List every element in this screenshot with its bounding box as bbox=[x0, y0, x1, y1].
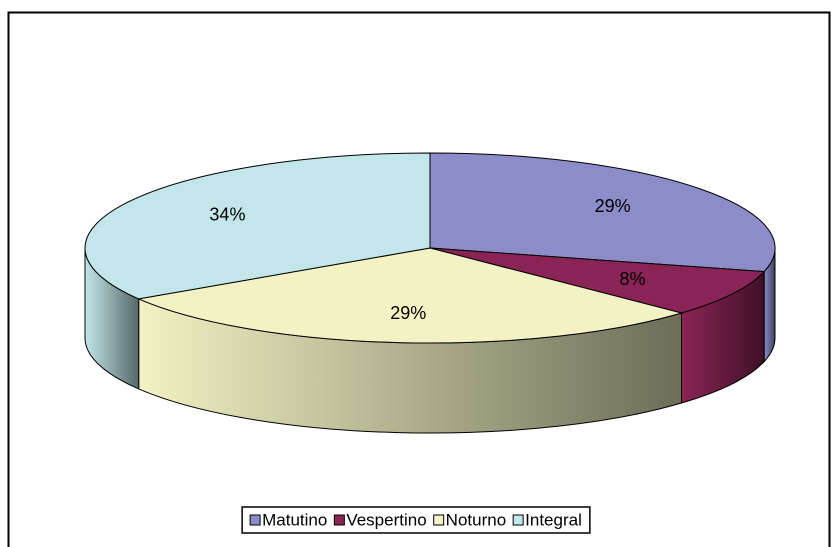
data-label: 8% bbox=[620, 269, 646, 289]
pie-slice bbox=[136, 247, 684, 344]
data-label: 29% bbox=[390, 303, 426, 323]
legend-swatch bbox=[249, 514, 261, 526]
legend: Matutino Vespertino Noturno Integral bbox=[241, 506, 591, 534]
legend-swatch bbox=[333, 514, 345, 526]
data-label: 29% bbox=[595, 196, 631, 216]
pie-slice bbox=[429, 152, 776, 273]
legend-box bbox=[241, 506, 591, 534]
pie-slice bbox=[84, 152, 431, 300]
legend-label: Matutino bbox=[262, 510, 327, 529]
legend-swatch bbox=[433, 514, 445, 526]
legend-label: Integral bbox=[525, 510, 582, 529]
legend-swatch bbox=[512, 514, 524, 526]
legend-label: Noturno bbox=[446, 510, 506, 529]
data-label: 34% bbox=[209, 205, 245, 225]
legend-label: Vespertino bbox=[346, 510, 426, 529]
pie-slice bbox=[429, 247, 766, 314]
